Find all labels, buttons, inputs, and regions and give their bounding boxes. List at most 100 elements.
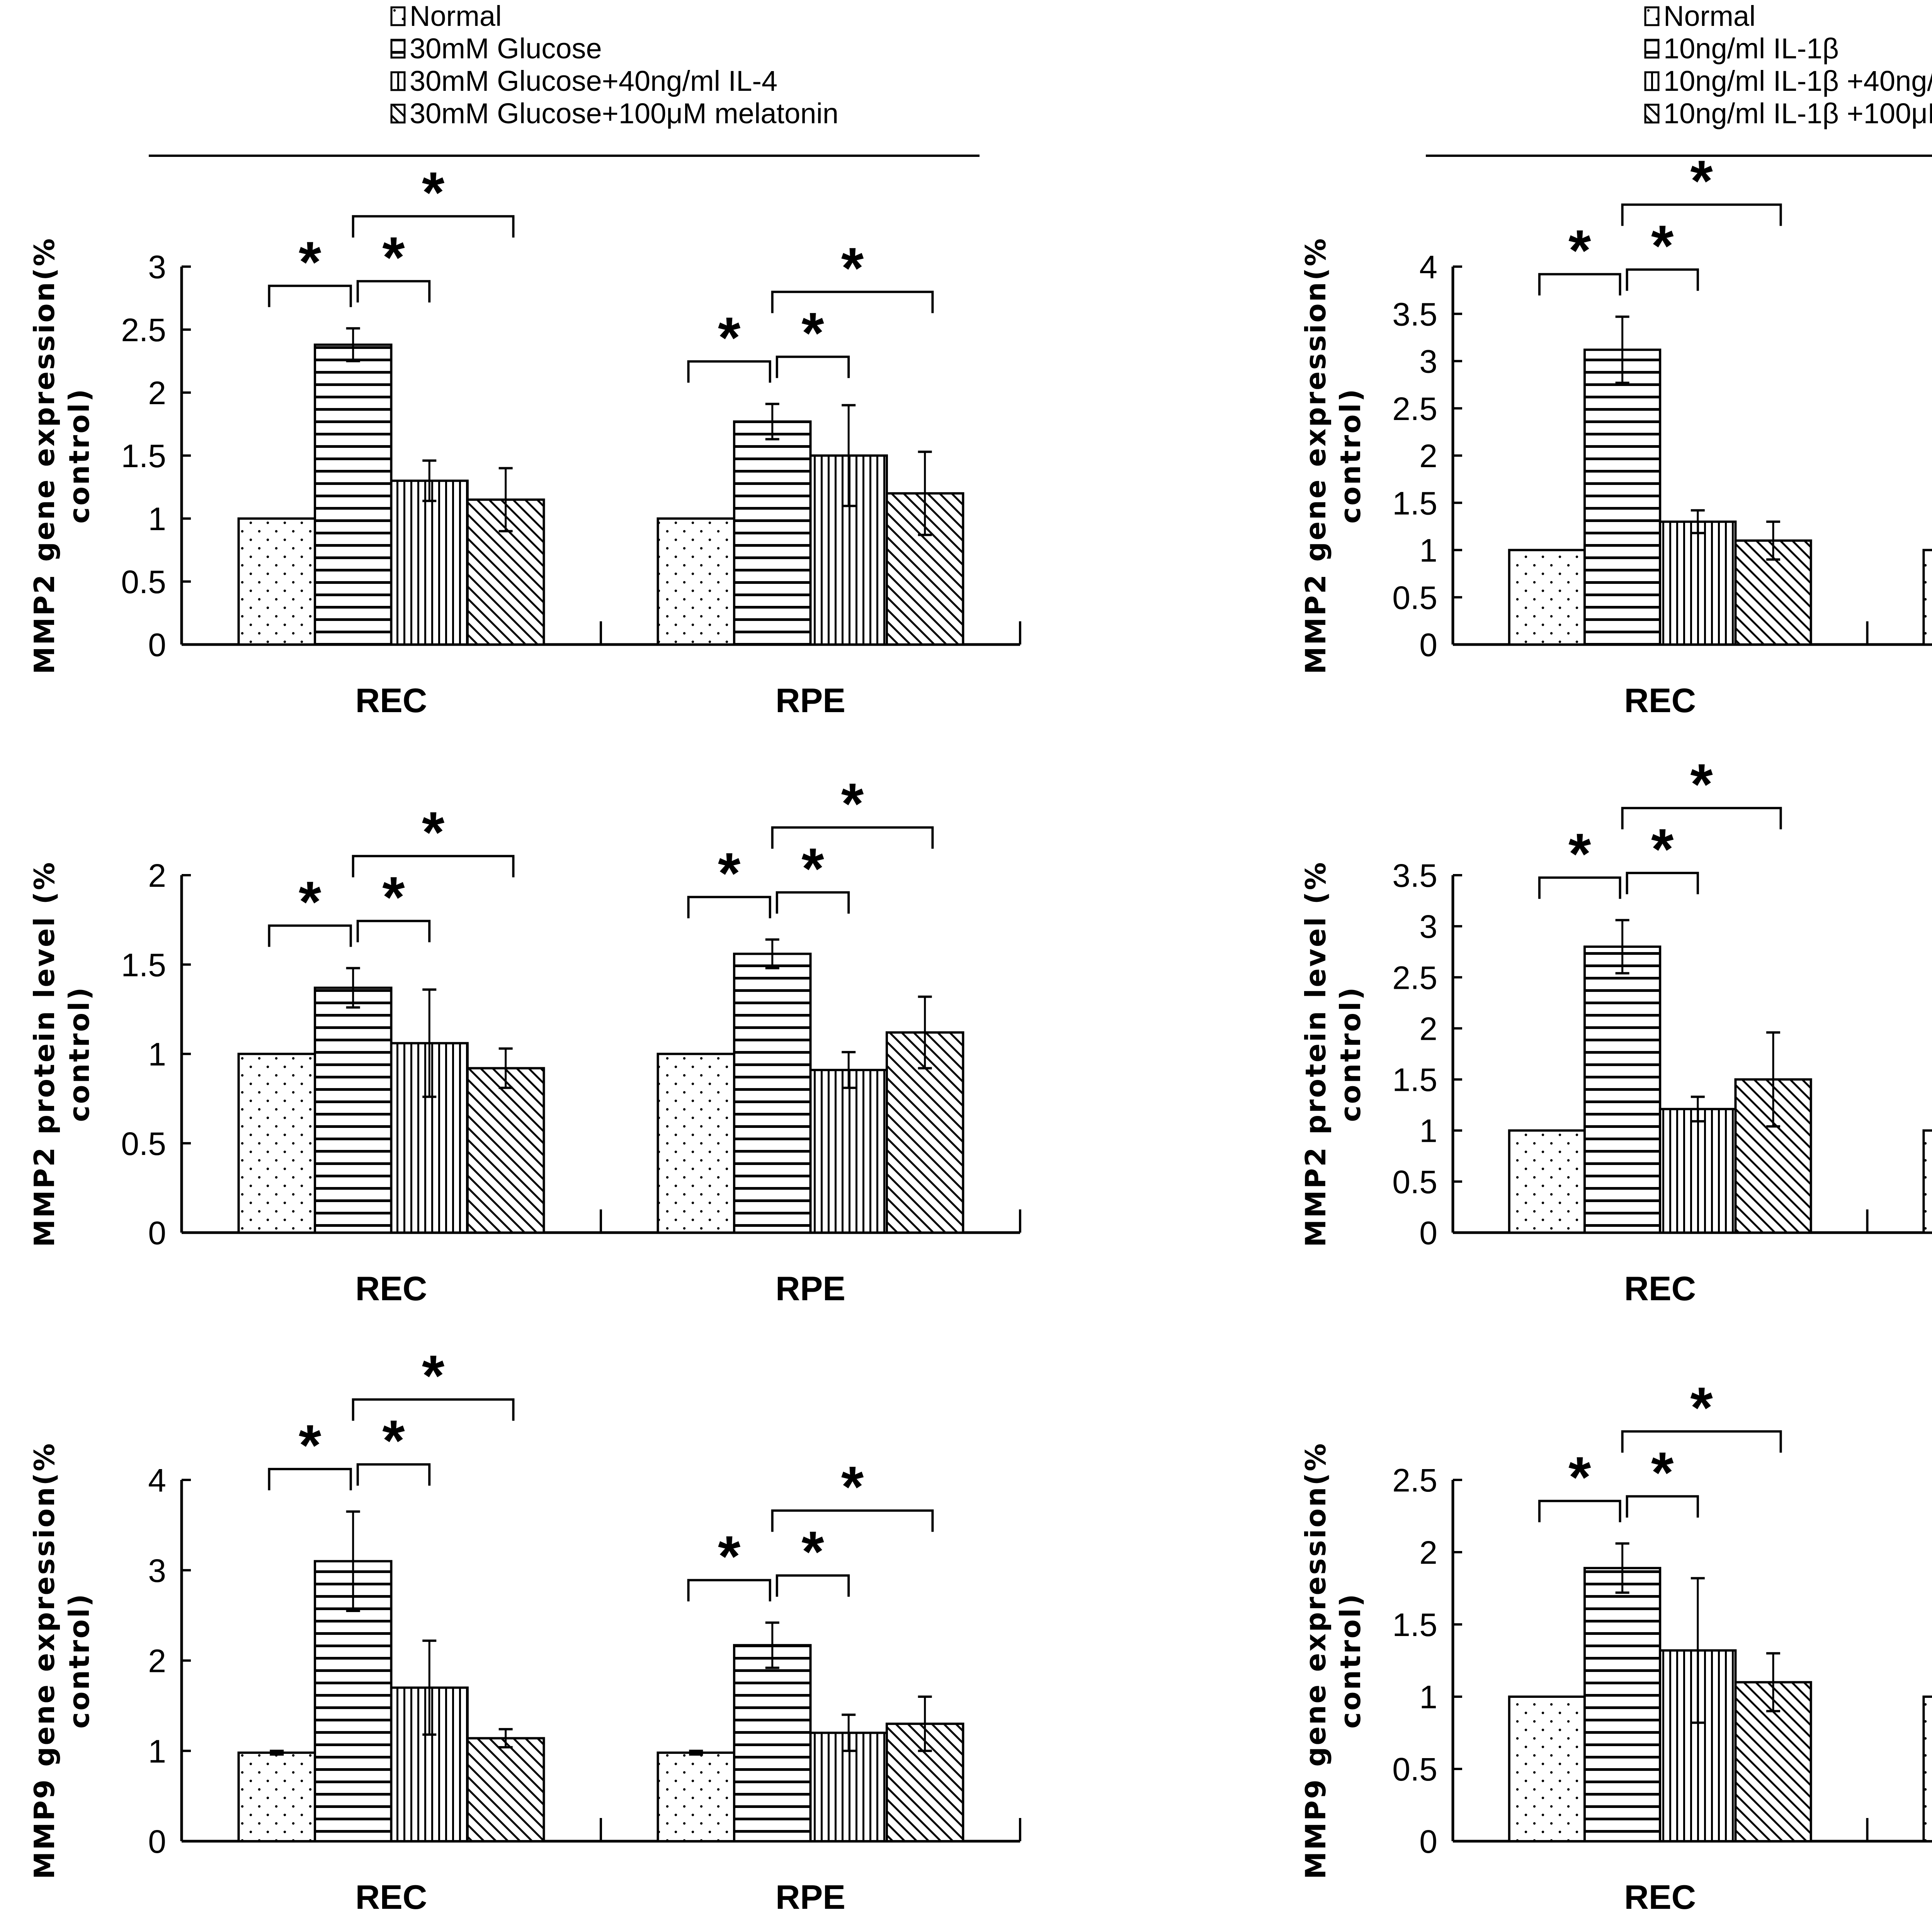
- significance-bracket: [1621, 203, 1782, 226]
- x-category-label: REC: [355, 681, 427, 719]
- significance-star: *: [1568, 821, 1591, 886]
- significance-bracket: [1538, 1500, 1621, 1522]
- bar-rpe-hlines: [733, 1644, 812, 1843]
- y-tick-label: 3: [148, 1553, 166, 1589]
- y-tick-label: 2: [148, 1643, 166, 1679]
- bar-rpe-dots: [656, 1751, 736, 1842]
- significance-bracket: [268, 1468, 352, 1490]
- bar-rpe-dots: [1922, 1129, 1932, 1234]
- significance-star: *: [299, 1413, 321, 1478]
- y-tick-label: 0.5: [121, 1126, 166, 1162]
- legend-swatch-vlines: [1644, 71, 1660, 91]
- bar-rpe-hlines: [733, 420, 812, 646]
- legend-item: 10ng/ml IL-1β +40ng/ml IL-4: [1644, 65, 1932, 97]
- significance-bracket: [771, 1509, 934, 1532]
- y-axis-label-line: control): [1334, 1592, 1367, 1728]
- y-tick-label: 2.5: [1392, 391, 1437, 427]
- bar-rec-hlines: [314, 986, 393, 1234]
- significance-bracket: [1626, 268, 1699, 291]
- legend-label: Normal: [1663, 0, 1756, 32]
- significance-bracket: [268, 284, 352, 307]
- significance-star: *: [299, 230, 321, 294]
- significance-bracket: [1538, 273, 1621, 296]
- y-axis-label: MMP9 gene expression(%control): [28, 1442, 95, 1879]
- x-category-label: RPE: [776, 1269, 845, 1308]
- y-tick-label: 1: [148, 1733, 166, 1769]
- significance-star: *: [422, 800, 445, 865]
- significance-bracket: [1621, 807, 1782, 830]
- y-axis-label-line: control): [63, 986, 95, 1122]
- y-axis-label: MMP2 protein level (%control): [1299, 861, 1367, 1247]
- legend-item: 30mM Glucose: [390, 32, 838, 65]
- y-tick-label: 2: [148, 857, 166, 894]
- y-axis-label-line: control): [1334, 986, 1367, 1122]
- x-category-label: REC: [1624, 681, 1696, 719]
- y-axis-label-line: MMP2 gene expression(%: [28, 237, 61, 674]
- significance-bracket: [356, 280, 431, 303]
- legend-item: 30mM Glucose+40ng/ml IL-4: [390, 65, 838, 97]
- legend-divider: [149, 155, 980, 157]
- significance-star: *: [382, 1408, 405, 1473]
- chart-mmp9-gene-glucose: 0 1 2 3 4 MMP9 gene expression(%control) * * * RE…: [28, 1343, 1021, 1916]
- bar-rpe-dots: [1922, 549, 1932, 646]
- y-axis-label: MMP2 protein level (%control): [28, 861, 95, 1247]
- y-tick-label: 1: [1419, 1113, 1437, 1149]
- significance-star: *: [718, 841, 741, 906]
- chart-mmp2-gene-il1b: 0 0.5 1 1.5 2 2.5 3 3.5 4 MMP2 gene expression(%c…: [1299, 148, 1932, 719]
- y-tick-label: 1: [1419, 532, 1437, 569]
- y-tick-label: 3.5: [1392, 296, 1437, 332]
- legend-label: 30mM Glucose+40ng/ml IL-4: [410, 65, 778, 97]
- bar-rec-dots: [237, 1751, 316, 1842]
- y-tick-label: 2.5: [1392, 959, 1437, 996]
- significance-bracket: [1538, 876, 1621, 899]
- y-tick-label: 1.5: [1392, 1607, 1437, 1643]
- y-tick-label: 0: [148, 627, 166, 663]
- legend-glucose: Normal 30mM Glucose 30mM Glucose+40ng/ml…: [390, 0, 838, 130]
- y-axis-label-line: MMP9 gene expression(%: [1299, 1442, 1332, 1879]
- bar-rec-diag: [1734, 539, 1812, 646]
- legend-swatch-diag: [1644, 104, 1660, 124]
- y-tick-label: 1: [148, 501, 166, 537]
- significance-star: *: [1690, 148, 1713, 213]
- y-axis-label-line: MMP2 gene expression(%: [1299, 237, 1332, 674]
- y-tick-label: 0.5: [1392, 580, 1437, 616]
- y-axis-label-line: MMP2 protein level (%: [28, 861, 61, 1247]
- bar-rec-dots: [237, 1053, 316, 1234]
- significance-star: *: [1690, 1375, 1713, 1440]
- significance-bracket: [776, 891, 850, 914]
- y-axis-label-line: control): [63, 1592, 95, 1728]
- significance-star: *: [382, 225, 405, 290]
- bar-rec-hlines: [1583, 349, 1662, 646]
- significance-star: *: [1568, 1445, 1591, 1510]
- significance-star: *: [1690, 752, 1713, 816]
- y-tick-label: 0: [1419, 627, 1437, 663]
- bar-rec-dots: [1508, 549, 1586, 646]
- y-axis-label: MMP9 gene expression(%control): [1299, 1442, 1367, 1879]
- significance-star: *: [1651, 816, 1674, 881]
- significance-star: *: [1651, 1440, 1674, 1505]
- chart-mmp2-gene-glucose: 0 0.5 1 1.5 2 2.5 3 MMP2 gene expression(%contr…: [28, 160, 1021, 719]
- bar-rec-vlines: [1659, 1108, 1737, 1234]
- y-tick-label: 4: [148, 1462, 166, 1498]
- significance-star: *: [299, 869, 321, 934]
- bar-rec-hlines: [1583, 946, 1662, 1234]
- significance-bracket: [771, 826, 934, 849]
- x-category-label: RPE: [776, 681, 845, 719]
- y-axis-label-line: MMP2 protein level (%: [1299, 861, 1332, 1247]
- y-tick-label: 0: [148, 1215, 166, 1251]
- legend-item: 30mM Glucose+100μM melatonin: [390, 97, 838, 130]
- significance-star: *: [382, 865, 405, 930]
- significance-bracket: [771, 291, 934, 313]
- y-tick-label: 2: [148, 375, 166, 411]
- y-tick-label: 2: [1419, 1534, 1437, 1571]
- significance-star: *: [841, 1454, 864, 1519]
- y-tick-label: 0.5: [1392, 1164, 1437, 1200]
- significance-bracket: [1621, 1430, 1782, 1453]
- legend-label: 10ng/ml IL-1β: [1663, 32, 1839, 65]
- y-axis-label: MMP2 gene expression(%control): [1299, 237, 1367, 674]
- y-tick-label: 1.5: [121, 438, 166, 474]
- y-tick-label: 3: [1419, 344, 1437, 380]
- legend-swatch-vlines: [390, 71, 406, 91]
- significance-bracket: [687, 896, 771, 918]
- significance-bracket: [356, 1463, 431, 1486]
